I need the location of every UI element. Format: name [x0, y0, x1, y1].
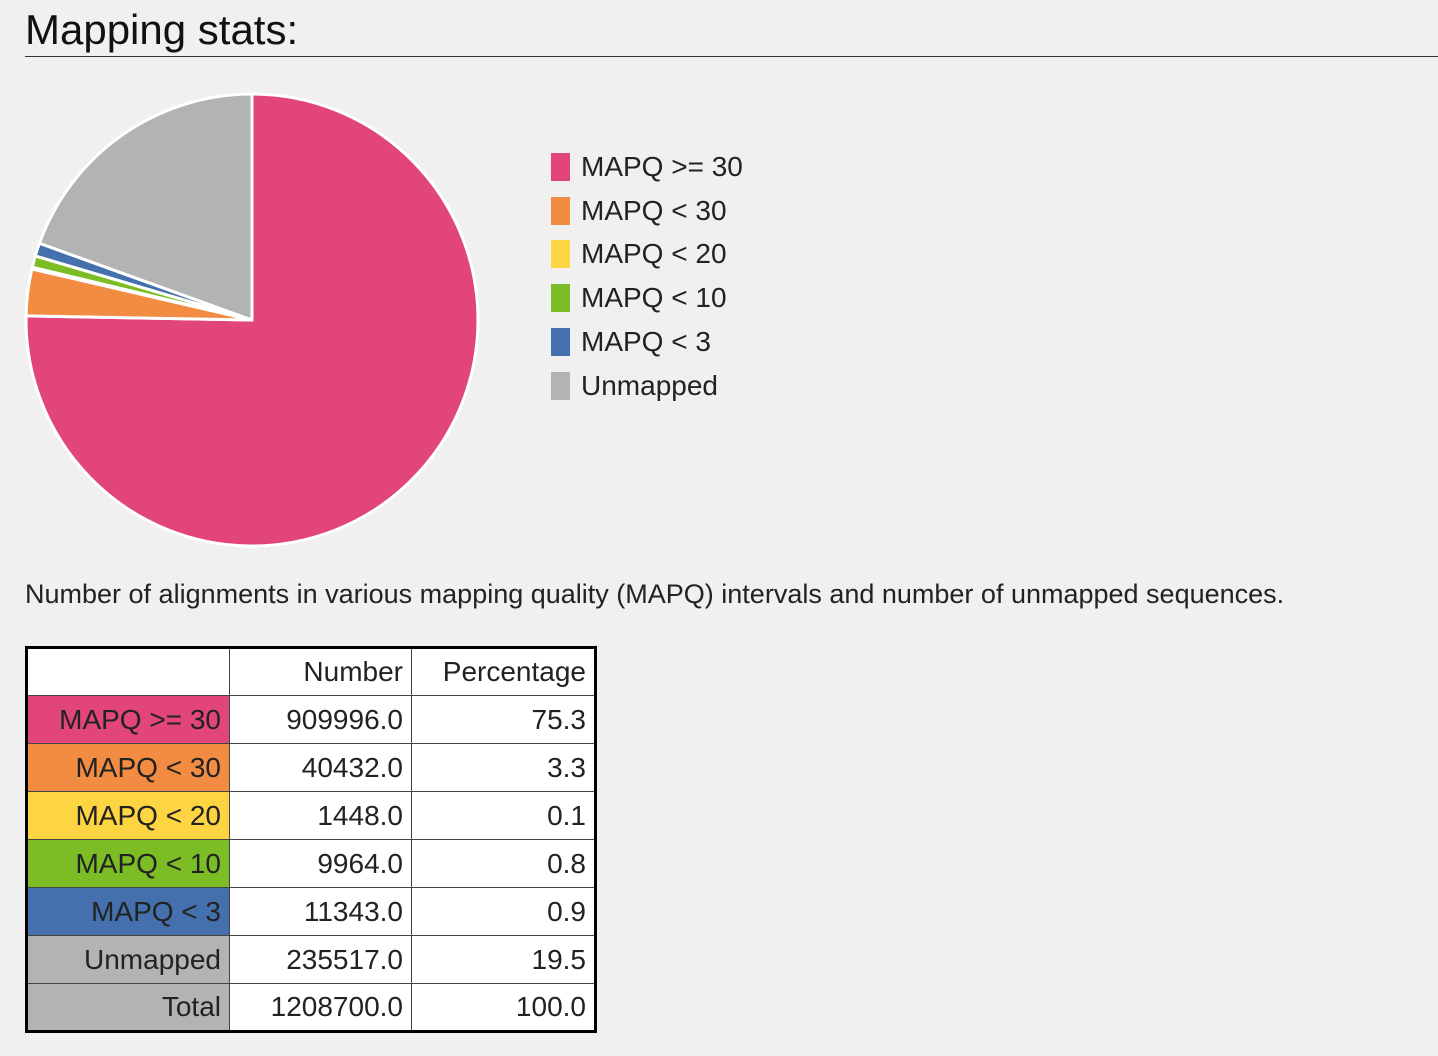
- legend-label: MAPQ >= 30: [581, 150, 743, 182]
- row-number: 1448.0: [229, 791, 412, 840]
- row-label: Unmapped: [26, 935, 230, 984]
- table-row: MAPQ < 20 1448.0 0.1: [26, 791, 596, 840]
- legend-swatch: [551, 240, 570, 269]
- legend-item: MAPQ < 10: [551, 276, 743, 320]
- pie-slice-mapq-30: [24, 92, 480, 548]
- legend-label: MAPQ < 3: [581, 326, 711, 358]
- row-number: 909996.0: [229, 695, 412, 744]
- legend-item: MAPQ < 20: [551, 233, 743, 277]
- row-label: MAPQ < 30: [26, 743, 230, 792]
- row-percentage: 19.5: [411, 935, 596, 984]
- legend-label: MAPQ < 10: [581, 282, 727, 314]
- legend-item: Unmapped: [551, 364, 743, 408]
- header-label: [26, 647, 230, 696]
- row-percentage: 0.8: [411, 839, 596, 888]
- table-header-row: Number Percentage: [26, 647, 596, 696]
- pie-slice-unmapped: [37, 92, 254, 322]
- row-percentage: 3.3: [411, 743, 596, 792]
- pie-legend: MAPQ >= 30 MAPQ < 30 MAPQ < 20 MAPQ < 10 MAP…: [551, 145, 743, 408]
- row-label: MAPQ < 3: [26, 887, 230, 936]
- legend-swatch: [551, 196, 570, 225]
- header-number: Number: [229, 647, 412, 696]
- legend-swatch: [551, 284, 570, 313]
- mapping-stats-table: Number Percentage MAPQ >= 30 909996.0 75.3…: [25, 646, 597, 1033]
- row-percentage: 75.3: [411, 695, 596, 744]
- table-row: MAPQ < 3 11343.0 0.9: [26, 887, 596, 936]
- page-title: Mapping stats:: [25, 6, 299, 53]
- table-row: Total 1208700.0 100.0: [26, 983, 596, 1032]
- row-number: 40432.0: [229, 743, 412, 792]
- row-percentage: 0.1: [411, 791, 596, 840]
- row-label: Total: [26, 983, 230, 1032]
- row-number: 9964.0: [229, 839, 412, 888]
- row-label: MAPQ < 20: [26, 791, 230, 840]
- row-number: 235517.0: [229, 935, 412, 984]
- legend-item: MAPQ >= 30: [551, 145, 743, 189]
- table-row: Unmapped 235517.0 19.5: [26, 935, 596, 984]
- row-number: 11343.0: [229, 887, 412, 936]
- table-row: MAPQ >= 30 909996.0 75.3: [26, 695, 596, 744]
- title-divider: [25, 56, 1438, 57]
- row-number: 1208700.0: [229, 983, 412, 1032]
- mapping-quality-pie-chart: [24, 92, 480, 548]
- header-percentage: Percentage: [411, 647, 596, 696]
- legend-label: Unmapped: [581, 369, 718, 401]
- legend-swatch: [551, 371, 570, 400]
- row-percentage: 0.9: [411, 887, 596, 936]
- legend-label: MAPQ < 20: [581, 238, 727, 270]
- row-label: MAPQ >= 30: [26, 695, 230, 744]
- table-row: MAPQ < 30 40432.0 3.3: [26, 743, 596, 792]
- legend-item: MAPQ < 3: [551, 320, 743, 364]
- legend-swatch: [551, 152, 570, 181]
- legend-label: MAPQ < 30: [581, 194, 727, 226]
- legend-swatch: [551, 328, 570, 357]
- legend-item: MAPQ < 30: [551, 189, 743, 233]
- table-row: MAPQ < 10 9964.0 0.8: [26, 839, 596, 888]
- row-percentage: 100.0: [411, 983, 596, 1032]
- row-label: MAPQ < 10: [26, 839, 230, 888]
- chart-caption: Number of alignments in various mapping …: [25, 579, 1285, 609]
